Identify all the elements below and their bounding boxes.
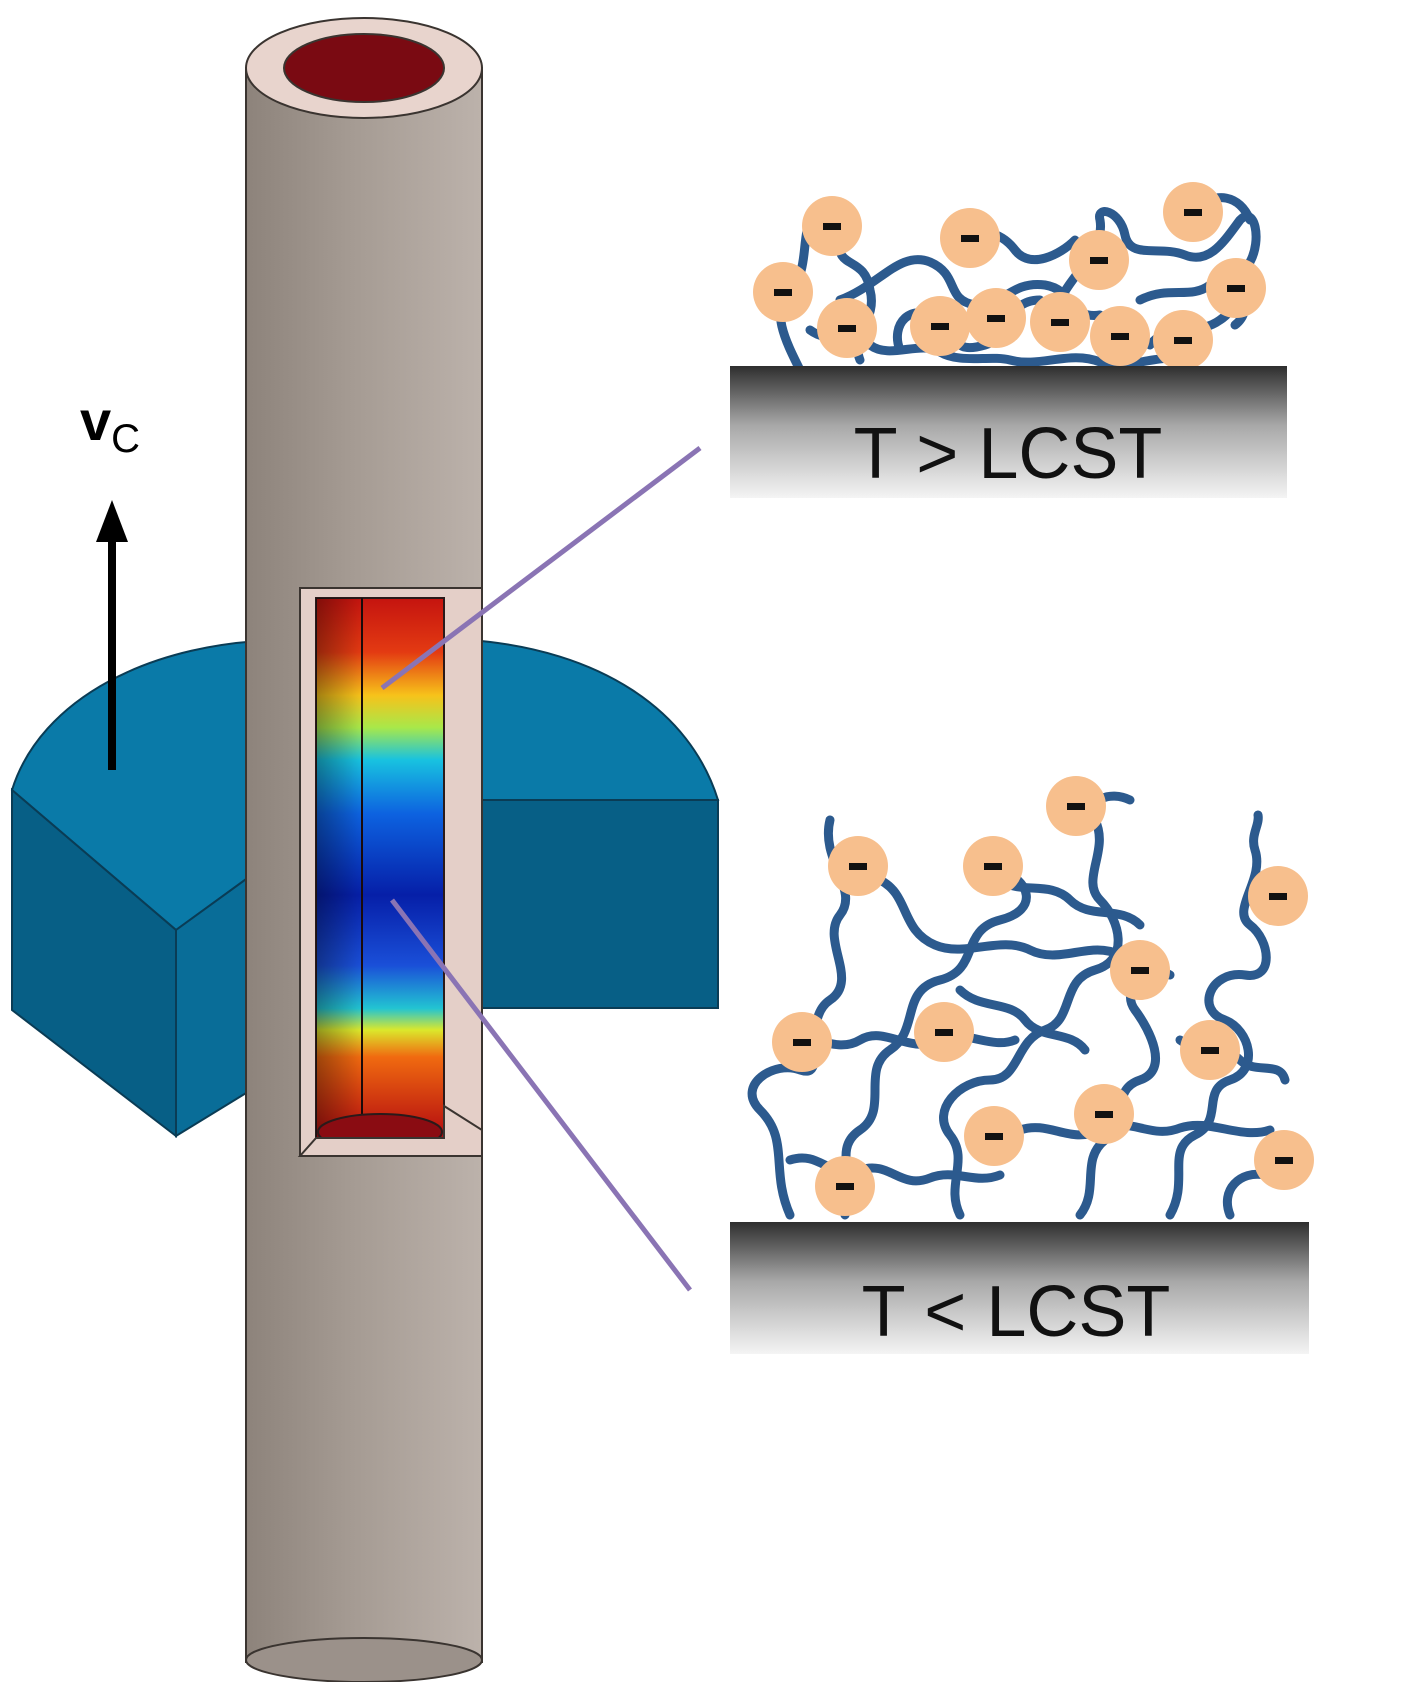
lower-panel-label: T < LCST bbox=[862, 1272, 1171, 1352]
velocity-arrow bbox=[96, 500, 128, 770]
substrate-lower bbox=[730, 1222, 1309, 1354]
tube-cutaway bbox=[297, 587, 483, 1157]
leader-line-lower bbox=[390, 898, 692, 1292]
lower-panel: T < LCST bbox=[730, 776, 1314, 1354]
upper-panel: T > LCST bbox=[730, 182, 1287, 498]
leader-line-upper bbox=[380, 446, 702, 690]
substrate-upper bbox=[730, 366, 1287, 498]
polymer-chains-extended bbox=[747, 791, 1290, 1220]
charged-particles-extended bbox=[772, 776, 1314, 1216]
upper-panel-label: T > LCST bbox=[854, 414, 1163, 494]
velocity-label: vC bbox=[80, 389, 140, 461]
charged-particles-collapsed bbox=[753, 182, 1266, 370]
